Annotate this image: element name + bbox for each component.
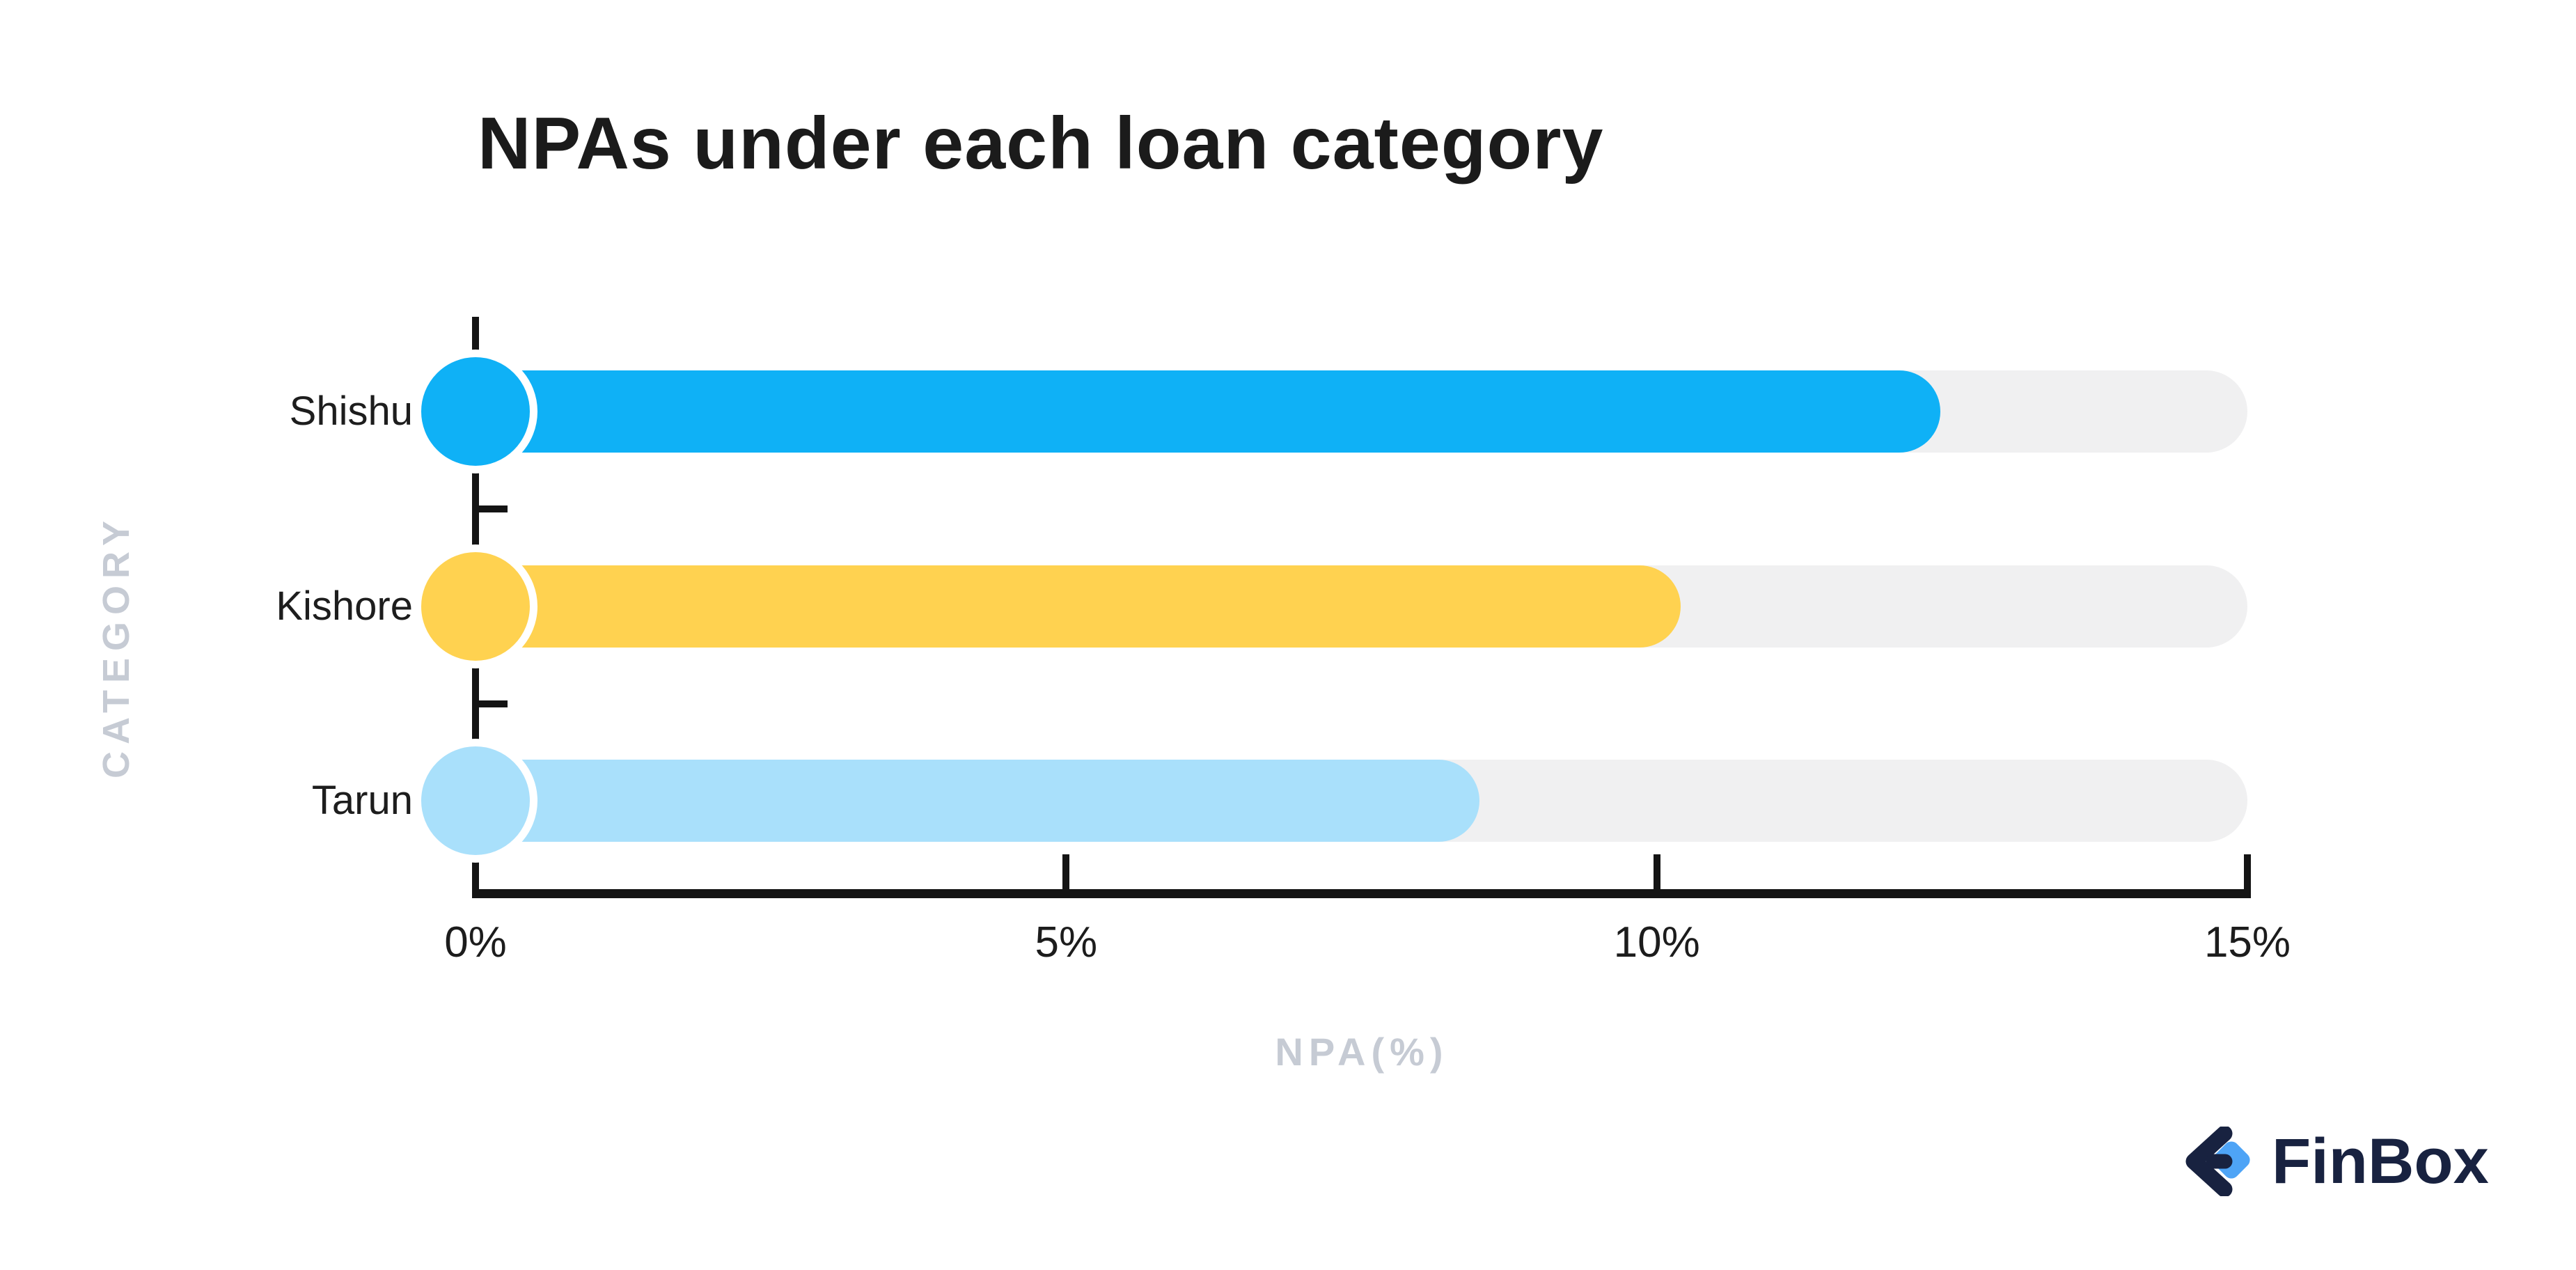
bar-origin-dot-kishore <box>414 544 537 668</box>
finbox-logo-text: FinBox <box>2272 1126 2489 1197</box>
y-axis-boundary-tick-0 <box>476 505 508 512</box>
category-label-shishu: Shishu <box>289 389 413 434</box>
x-axis-tick-15% <box>2244 854 2251 889</box>
chart-title: NPAs under each loan category <box>478 102 1604 185</box>
finbox-logo-icon <box>2185 1127 2250 1196</box>
y-axis-boundary-tick-1 <box>476 700 508 707</box>
category-label-kishore: Kishore <box>276 583 413 629</box>
category-label-tarun: Tarun <box>311 778 413 823</box>
x-axis-label: NPA(%) <box>1275 1030 1449 1074</box>
finbox-logo: FinBox <box>2181 1127 2489 1196</box>
bar-tarun <box>434 760 1480 842</box>
x-axis-line <box>472 889 2251 898</box>
x-tick-label-5%: 5% <box>1035 918 1098 966</box>
bar-kishore <box>434 565 1681 648</box>
x-tick-label-0%: 0% <box>444 918 507 966</box>
x-tick-label-15%: 15% <box>2204 918 2291 966</box>
bar-origin-dot-shishu <box>414 350 537 473</box>
bar-shishu <box>434 370 1940 453</box>
x-axis-tick-10% <box>1653 854 1660 889</box>
x-axis-tick-5% <box>1062 854 1070 889</box>
x-tick-label-10%: 10% <box>1613 918 1700 966</box>
bar-origin-dot-tarun <box>414 739 537 863</box>
y-axis-label: CATEGORY <box>95 514 137 779</box>
